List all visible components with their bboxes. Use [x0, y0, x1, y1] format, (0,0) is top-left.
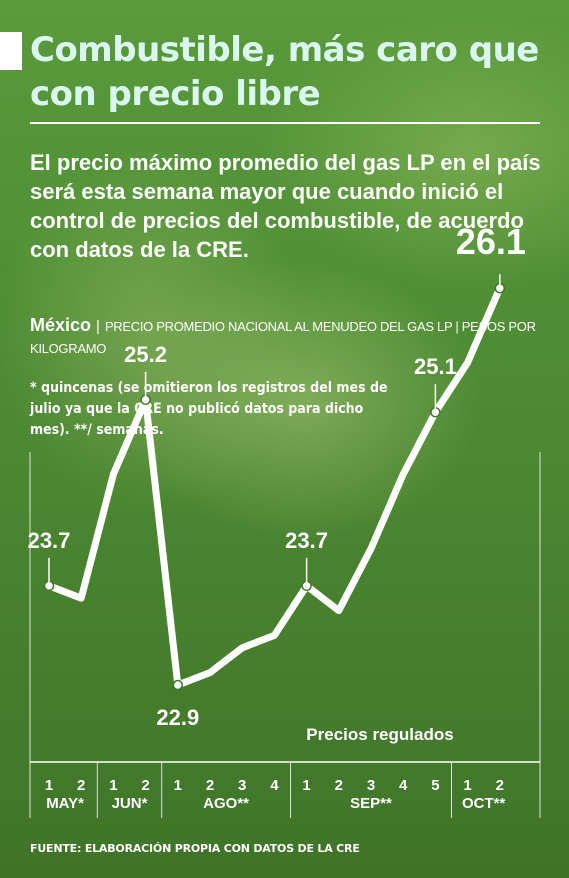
data-point: [111, 472, 115, 476]
x-group-label: JUN*: [112, 795, 148, 812]
x-tick-label: 1: [109, 777, 117, 794]
data-point: [337, 609, 341, 613]
data-point: [79, 596, 83, 600]
x-tick-label: 2: [77, 777, 85, 794]
x-group-label: MAY*: [46, 795, 84, 812]
x-tick-label: 1: [45, 777, 53, 794]
subhead-separator: |: [96, 318, 100, 335]
data-label: 26.1: [456, 221, 526, 262]
x-tick-label: 4: [399, 777, 408, 794]
page-title: Combustible, más caro que con precio lib…: [30, 30, 539, 114]
data-point: [466, 361, 470, 365]
x-tick-label: 5: [431, 777, 439, 794]
data-label: 23.7: [285, 528, 328, 553]
x-tick-label: 2: [206, 777, 214, 794]
x-tick-label: 4: [270, 777, 279, 794]
data-label: 25.1: [414, 354, 457, 379]
intro-paragraph: El precio máximo promedio del gas LP en …: [30, 150, 541, 262]
country-label: México: [30, 315, 92, 335]
chart-title: Precios regulados: [306, 725, 453, 744]
x-group-label: SEP**: [350, 795, 392, 812]
labeled-point-marker: [172, 679, 184, 691]
title-divider: [30, 122, 540, 124]
data-point: [369, 547, 373, 551]
x-tick-label: 2: [496, 777, 504, 794]
unit-label: PRECIO PROMEDIO NACIONAL AL MENUDEO DEL …: [30, 319, 536, 356]
x-group-label: AGO**: [203, 795, 249, 812]
data-point: [240, 646, 244, 650]
x-tick-label: 1: [463, 777, 471, 794]
x-tick-label: 3: [367, 777, 375, 794]
title-accent-bar: [0, 32, 22, 70]
data-label: 22.9: [156, 705, 199, 730]
data-point: [401, 472, 405, 476]
data-label: 25.2: [124, 342, 167, 367]
data-point: [272, 633, 276, 637]
data-point: [208, 671, 212, 675]
x-tick-label: 3: [238, 777, 246, 794]
x-tick-label: 1: [302, 777, 310, 794]
x-group-label: OCT**: [462, 795, 506, 812]
chart-subheading: México | PRECIO PROMEDIO NACIONAL AL MENUD…: [30, 314, 550, 360]
x-tick-label: 1: [174, 777, 182, 794]
data-label: 23.7: [28, 528, 71, 553]
source-note: FUENTE: ELABORACIÓN PROPIA CON DATOS DE …: [30, 842, 360, 855]
x-tick-label: 2: [141, 777, 149, 794]
x-tick-label: 2: [335, 777, 343, 794]
series-line: [45, 284, 504, 689]
